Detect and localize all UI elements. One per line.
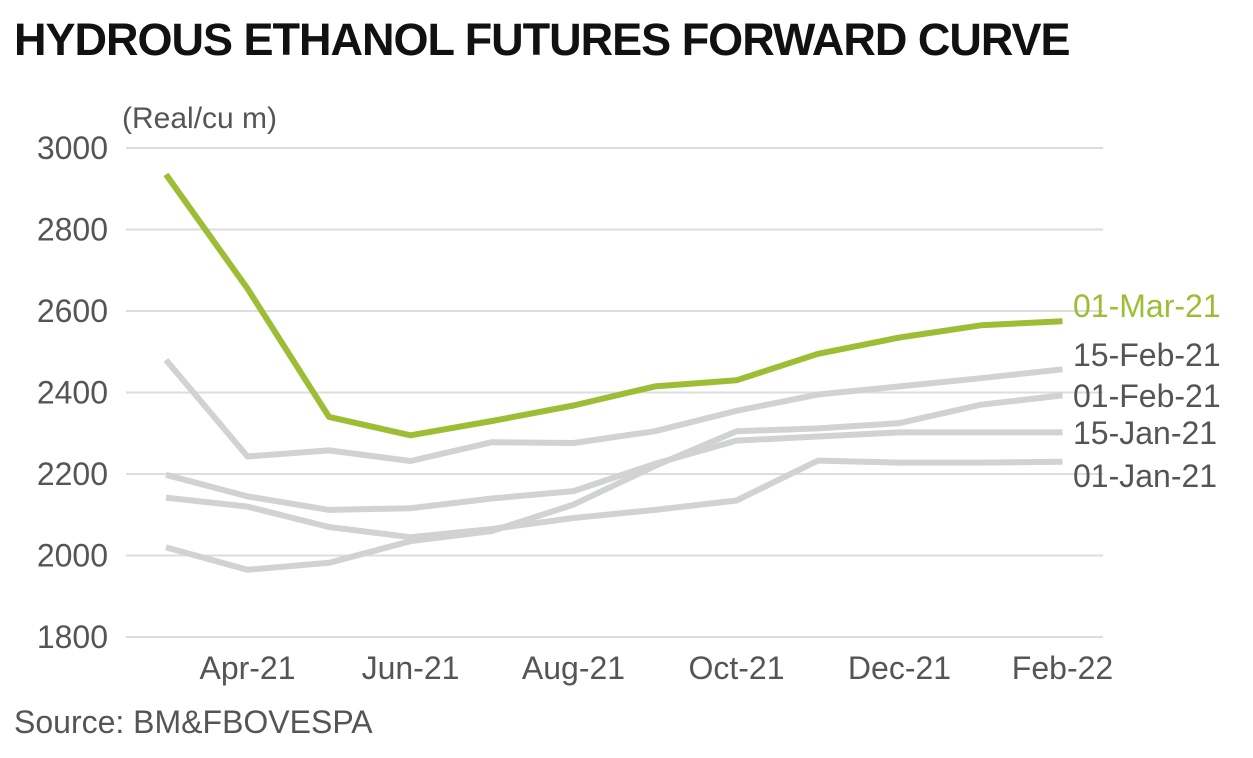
- line-chart: (Real/cu m) 1800 2000 2200 2400 2600 2800 3000…: [37, 102, 1221, 686]
- gridlines: [126, 147, 1103, 638]
- series-line: [163, 357, 1063, 464]
- y-tick-label: 2600: [37, 293, 108, 329]
- x-tick-label: Feb-22: [1012, 650, 1113, 686]
- x-axis-ticks: Apr-21 Jun-21 Aug-21 Oct-21 Dec-21 Feb-22: [199, 650, 1113, 686]
- source-note: Source: BM&FBOVESPA: [14, 704, 373, 740]
- series-line: [165, 392, 1063, 573]
- x-tick-label: Aug-21: [522, 650, 625, 686]
- y-tick-label: 1800: [37, 619, 108, 655]
- y-tick-label: 2400: [37, 375, 108, 411]
- series-label: 01-Mar-21: [1073, 288, 1221, 324]
- x-tick-label: Oct-21: [688, 650, 784, 686]
- series-label: 01-Feb-21: [1073, 378, 1221, 414]
- chart-title: HYDROUS ETHANOL FUTURES FORWARD CURVE: [14, 14, 1071, 65]
- series-label: 15-Feb-21: [1073, 337, 1221, 373]
- x-tick-label: Jun-21: [362, 650, 460, 686]
- y-tick-label: 3000: [37, 130, 108, 166]
- series-label: 01-Jan-21: [1073, 458, 1217, 494]
- series-line: [163, 172, 1063, 439]
- y-axis-ticks: 1800 2000 2200 2400 2600 2800 3000: [37, 130, 108, 655]
- y-tick-label: 2000: [37, 538, 108, 574]
- series-line: [165, 457, 1063, 541]
- series-lines: [163, 172, 1063, 573]
- y-tick-label: 2800: [37, 212, 108, 248]
- x-tick-label: Apr-21: [199, 650, 295, 686]
- series-label: 15-Jan-21: [1073, 415, 1217, 451]
- y-tick-label: 2200: [37, 456, 108, 492]
- y-axis-unit-label: (Real/cu m): [122, 102, 277, 135]
- x-tick-label: Dec-21: [848, 650, 951, 686]
- series-line: [165, 429, 1063, 513]
